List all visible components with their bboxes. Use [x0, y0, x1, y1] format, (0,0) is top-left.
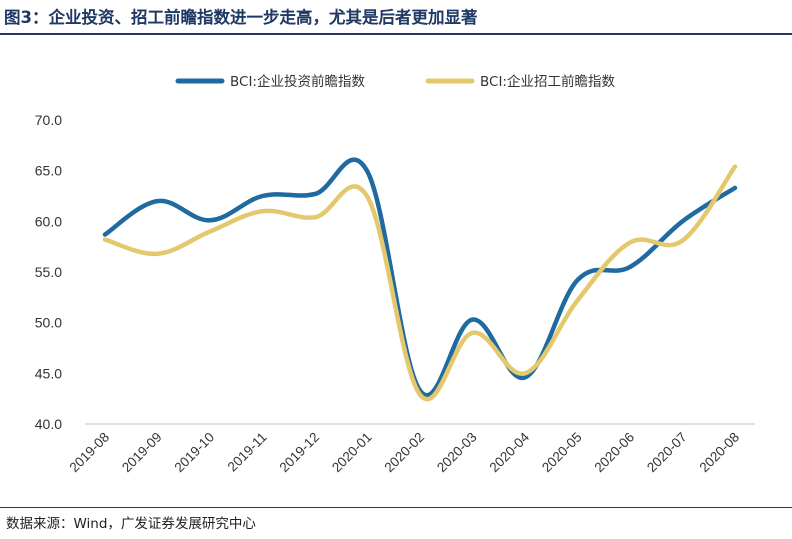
y-tick-label: 50.0 — [35, 315, 62, 331]
x-tick-label: 2019-08 — [66, 430, 112, 476]
series-investment-line — [102, 157, 738, 398]
y-tick-label: 65.0 — [35, 163, 62, 179]
x-tick-label: 2020-01 — [329, 430, 375, 476]
x-tick-label: 2020-05 — [539, 430, 585, 476]
title-underline — [0, 33, 792, 35]
y-tick-label: 45.0 — [35, 365, 62, 381]
series-hiring-line — [102, 164, 738, 402]
y-tick-label: 60.0 — [35, 213, 62, 229]
y-tick-label: 70.0 — [35, 112, 62, 128]
y-tick-label: 55.0 — [35, 264, 62, 280]
y-tick-label: 40.0 — [35, 416, 62, 432]
legend-label: BCI:企业投资前瞻指数 — [230, 73, 365, 90]
source-note: 数据来源：Wind，广发证券发展研究中心 — [6, 516, 256, 532]
x-tick-label: 2020-02 — [381, 430, 427, 476]
y-axis: 70.0 65.0 60.0 55.0 50.0 45.0 40.0 — [35, 112, 62, 432]
x-tick-label: 2019-09 — [119, 430, 165, 476]
legend: BCI:企业投资前瞻指数 BCI:企业招工前瞻指数 — [175, 73, 615, 90]
x-tick-label: 2020-04 — [486, 429, 532, 475]
x-tick-label: 2019-12 — [276, 430, 322, 476]
x-tick-label: 2020-06 — [591, 430, 637, 476]
x-tick-label: 2019-10 — [171, 430, 217, 476]
line-chart: 70.065.060.055.050.045.040.0 2019-08 2019… — [35, 73, 755, 475]
x-tick-label: 2020-03 — [434, 430, 480, 476]
x-tick-label: 2019-11 — [225, 430, 270, 475]
legend-label: BCI:企业招工前瞻指数 — [480, 73, 615, 90]
chart-title: 图3：企业投资、招工前瞻指数进一步走高，尤其是后者更加显著 — [4, 8, 478, 27]
footer-divider — [0, 507, 792, 508]
x-tick-label: 2020-08 — [696, 430, 742, 476]
x-axis: 2019-08 2019-09 2019-10 2019-11 2019-12 2020-… — [66, 429, 742, 475]
x-tick-label: 2020-07 — [644, 430, 690, 476]
series-group — [102, 157, 738, 402]
